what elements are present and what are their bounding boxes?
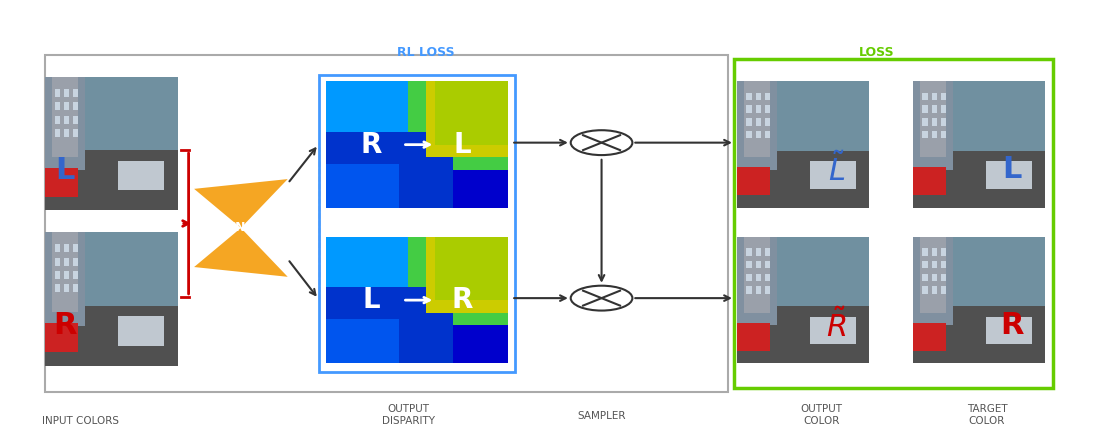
Circle shape [571,286,633,311]
Text: RL LOSS: RL LOSS [396,46,454,59]
Text: OUTPUT
DISPARITY: OUTPUT DISPARITY [382,404,435,426]
Polygon shape [194,179,288,277]
Text: LOSS: LOSS [859,46,894,59]
Text: CNN: CNN [226,221,256,234]
Circle shape [571,130,633,155]
Text: SAMPLER: SAMPLER [577,411,626,421]
Text: TARGET
COLOR: TARGET COLOR [967,404,1007,426]
Text: OUTPUT
COLOR: OUTPUT COLOR [800,404,842,426]
Text: INPUT COLORS: INPUT COLORS [42,416,119,426]
